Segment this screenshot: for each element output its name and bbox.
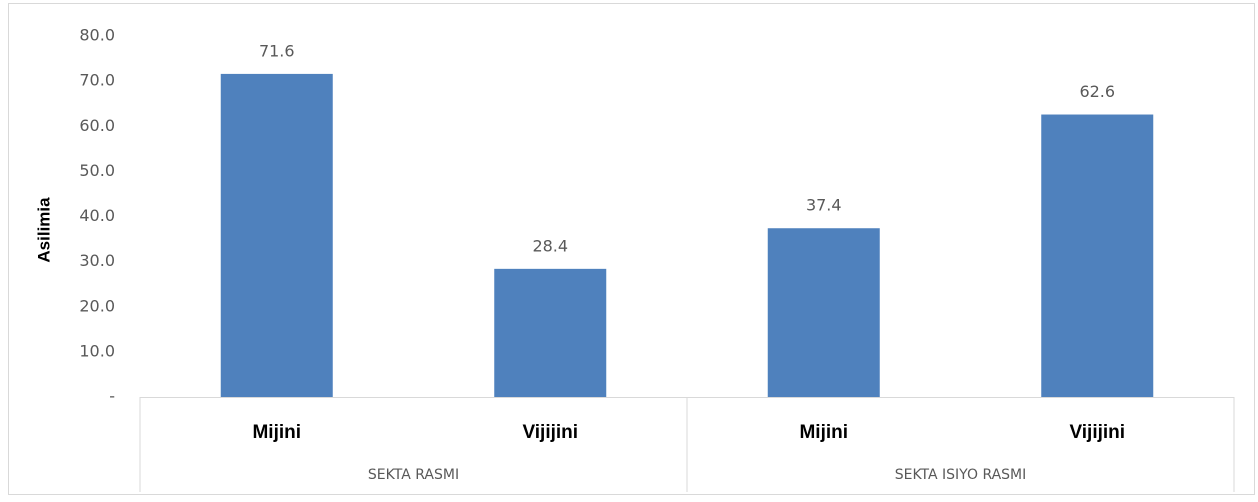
bar <box>767 228 880 397</box>
group-label: SEKTA RASMI <box>368 467 459 483</box>
y-tick-label: 60.0 <box>79 116 115 135</box>
y-tick-label: 50.0 <box>79 161 115 180</box>
data-label: 62.6 <box>1079 82 1115 101</box>
y-tick-label: 80.0 <box>79 26 115 45</box>
y-tick-label: 70.0 <box>79 71 115 90</box>
x-tick-label: Mijini <box>799 422 848 443</box>
y-tick-label: 40.0 <box>79 206 115 225</box>
group-label: SEKTA ISIYO RASMI <box>895 467 1027 483</box>
bar <box>220 73 333 397</box>
y-axis-label: Asilimia <box>34 197 53 263</box>
bar <box>1041 114 1154 397</box>
x-tick-label: Mijini <box>252 422 301 443</box>
data-label: 28.4 <box>532 236 568 255</box>
data-label: 37.4 <box>806 196 842 215</box>
y-tick-label: - <box>109 387 115 406</box>
x-tick-label: Vijijini <box>522 422 578 443</box>
y-tick-label: 10.0 <box>79 341 115 360</box>
y-tick-label: 20.0 <box>79 296 115 315</box>
y-tick-label: 30.0 <box>79 251 115 270</box>
data-label: 71.6 <box>259 41 295 60</box>
bar <box>494 268 607 397</box>
x-tick-label: Vijijini <box>1069 422 1125 443</box>
